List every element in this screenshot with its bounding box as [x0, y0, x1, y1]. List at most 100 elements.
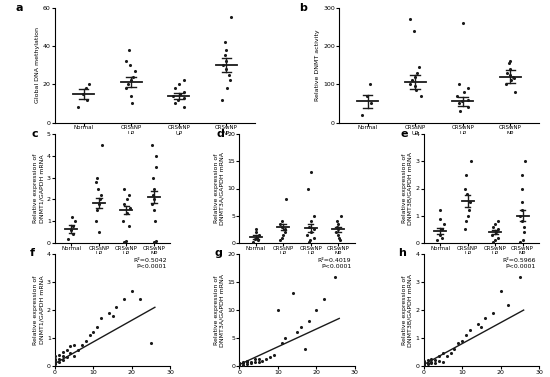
Point	[151, 218, 160, 224]
Point	[520, 229, 529, 235]
Point	[289, 290, 298, 296]
Point	[456, 108, 465, 114]
Point	[258, 358, 267, 364]
Point	[180, 89, 189, 95]
Point	[419, 359, 428, 365]
Point	[149, 185, 158, 192]
Point	[66, 343, 75, 349]
Point	[94, 185, 102, 192]
Point	[462, 172, 471, 178]
Point	[427, 360, 436, 366]
Point	[97, 316, 106, 322]
Y-axis label: Relative expression of
DNMT3A/GAPDH mRNA: Relative expression of DNMT3A/GAPDH mRNA	[214, 152, 224, 225]
Point	[254, 359, 263, 365]
Point	[179, 104, 188, 110]
Point	[277, 340, 286, 346]
Point	[125, 192, 134, 198]
Point	[51, 353, 59, 359]
Point	[128, 288, 136, 294]
Point	[151, 238, 160, 244]
Y-axis label: Relative DNMT activity: Relative DNMT activity	[315, 29, 320, 101]
Point	[51, 361, 59, 367]
Y-axis label: Relative expression of
DNMT3B/GAPDH mRNA: Relative expression of DNMT3B/GAPDH mRNA	[402, 152, 413, 225]
Point	[427, 356, 436, 362]
Point	[417, 93, 426, 99]
Text: g: g	[214, 248, 222, 258]
Point	[461, 218, 470, 224]
Point	[405, 16, 414, 22]
Point	[246, 359, 255, 365]
Point	[306, 238, 315, 244]
Point	[411, 87, 420, 93]
Point	[251, 227, 260, 233]
Text: R²=0.5042
P<0.0001: R²=0.5042 P<0.0001	[133, 258, 167, 270]
Point	[511, 89, 520, 95]
Point	[120, 201, 129, 207]
Point	[85, 332, 94, 338]
Point	[81, 338, 90, 344]
Point	[255, 232, 263, 238]
Point	[427, 359, 436, 365]
Point	[91, 218, 100, 224]
Point	[239, 359, 248, 365]
Point	[304, 239, 313, 245]
Point	[415, 64, 424, 70]
Point	[95, 201, 103, 207]
Point	[481, 316, 490, 322]
Point	[518, 185, 527, 192]
Y-axis label: Relative expression of
DNMT3A/GAPDH mRNA: Relative expression of DNMT3A/GAPDH mRNA	[214, 274, 224, 346]
Point	[463, 213, 472, 219]
Point	[310, 227, 318, 233]
Point	[250, 359, 259, 365]
Point	[124, 47, 133, 53]
Point	[254, 356, 263, 362]
Point	[125, 205, 134, 211]
Text: c: c	[32, 129, 39, 139]
Point	[455, 81, 464, 87]
Point	[358, 112, 367, 118]
Point	[97, 142, 106, 148]
Point	[460, 227, 469, 233]
Point	[312, 307, 321, 313]
Point	[409, 28, 418, 34]
Point	[69, 223, 78, 229]
Point	[293, 329, 301, 336]
Point	[366, 81, 375, 87]
Point	[222, 85, 231, 91]
Point	[175, 91, 184, 97]
Point	[243, 359, 251, 365]
Point	[488, 239, 497, 245]
Point	[147, 340, 156, 346]
Point	[333, 232, 342, 238]
Point	[70, 218, 79, 224]
Point	[235, 360, 244, 366]
Point	[413, 70, 422, 76]
Point	[119, 185, 128, 192]
Point	[459, 20, 468, 26]
Point	[239, 362, 248, 368]
Point	[450, 346, 459, 352]
Point	[423, 360, 432, 366]
Point	[367, 100, 376, 106]
Point	[423, 361, 432, 367]
Point	[127, 93, 136, 99]
Point	[150, 239, 158, 245]
Point	[175, 81, 184, 87]
Point	[458, 98, 466, 104]
Point	[509, 75, 518, 81]
Point	[127, 77, 136, 83]
Point	[436, 216, 445, 222]
Point	[58, 349, 67, 355]
Point	[148, 175, 157, 181]
Point	[518, 238, 527, 244]
Point	[74, 347, 82, 353]
Point	[442, 353, 451, 359]
Point	[250, 356, 259, 362]
Text: a: a	[15, 3, 23, 13]
Point	[148, 192, 157, 198]
Text: R²=0.4019
P<0.0001: R²=0.4019 P<0.0001	[317, 258, 351, 270]
Point	[119, 218, 128, 224]
Point	[335, 234, 344, 241]
Point	[465, 199, 474, 205]
Point	[491, 229, 500, 235]
